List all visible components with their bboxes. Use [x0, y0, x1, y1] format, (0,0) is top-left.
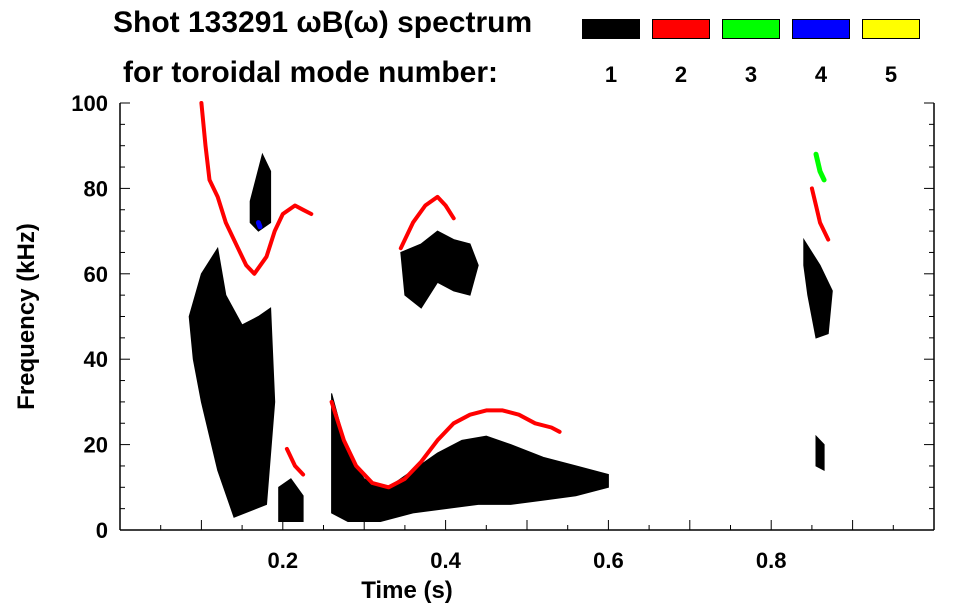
legend-swatch-n1 — [582, 19, 640, 39]
x-tick-label: 0.6 — [593, 548, 624, 573]
feature-n4-13 — [255, 220, 263, 230]
feature-n3-12 — [813, 151, 827, 183]
legend-label-n3: 3 — [744, 62, 758, 87]
x-axis-label: Time (s) — [361, 577, 453, 604]
chart-title-line2: for toroidal mode number: — [123, 56, 498, 89]
legend-swatch-n4 — [792, 19, 850, 39]
feature-n1-2 — [278, 478, 304, 522]
legend-label-n4: 4 — [814, 62, 828, 87]
legend-swatch-n2 — [652, 19, 710, 39]
y-axis-label: Frequency (kHz) — [13, 223, 40, 410]
x-tick-label: 0.8 — [756, 548, 787, 573]
feature-n1-6 — [815, 434, 825, 472]
x-tick-label: 0.4 — [430, 548, 461, 573]
feature-n2-10 — [398, 194, 456, 251]
feature-n1-3 — [331, 393, 609, 522]
y-tick-label: 0 — [96, 518, 108, 543]
legend-label-n5: 5 — [884, 62, 898, 87]
feature-n1-1 — [249, 152, 272, 232]
y-tick-label: 60 — [84, 262, 108, 287]
legend-swatch-n5 — [862, 19, 920, 39]
legend-label-n2: 2 — [674, 62, 688, 87]
y-tick-label: 20 — [84, 433, 108, 458]
feature-n2-9 — [329, 399, 562, 490]
chart-title-line1: Shot 133291 ωB(ω) spectrum — [113, 6, 533, 39]
feature-n1-0 — [188, 246, 276, 518]
feature-n1-4 — [400, 230, 479, 309]
legend-label-n1: 1 — [604, 62, 618, 87]
spectrum-data — [188, 101, 833, 522]
y-tick-label: 40 — [84, 347, 108, 372]
feature-n1-5 — [803, 237, 833, 339]
feature-n2-7 — [199, 101, 314, 276]
axes: 0.2 0.4 0.6 0.8 0 20 40 60 80 100 Time (s) Frequenc… — [13, 91, 935, 604]
legend-swatch-n3 — [722, 19, 780, 39]
feature-n2-11 — [809, 186, 831, 242]
x-tick-label: 0.2 — [268, 548, 299, 573]
feature-n2-8 — [284, 446, 306, 477]
y-tick-label: 100 — [71, 91, 108, 116]
y-tick-label: 80 — [84, 176, 108, 201]
